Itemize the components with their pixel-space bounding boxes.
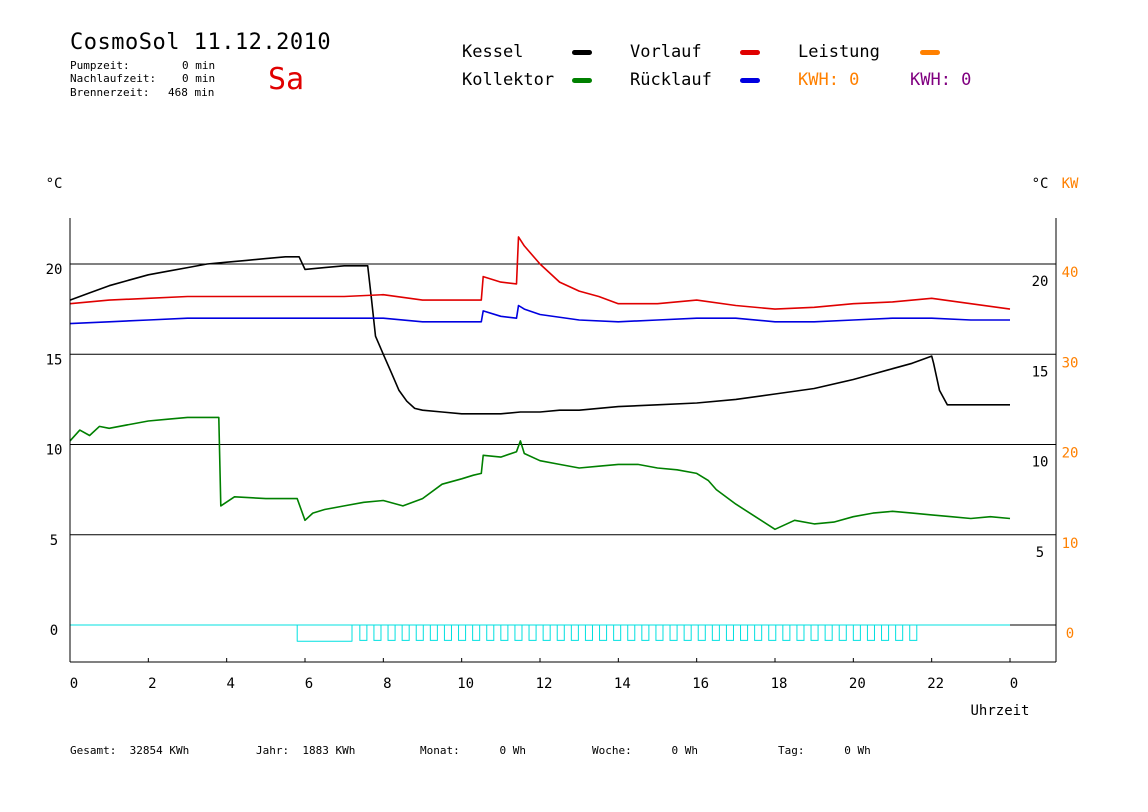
footer-woche: Woche: 0 Wh — [592, 744, 698, 757]
footer-gesamt: Gesamt: 32854 KWh — [70, 744, 190, 757]
legend-leistung-swatch — [920, 50, 940, 55]
series-kollektor-line — [69, 416, 1011, 531]
legend-kwh-purple: KWH: 0 — [910, 70, 972, 90]
y-right-tick-label: 10 — [1032, 455, 1049, 471]
axes — [69, 218, 1057, 663]
x-tick-label: 6 — [305, 676, 313, 692]
stat-brenner-value: 468 min — [168, 86, 215, 99]
x-tick-label: 14 — [614, 676, 631, 692]
tick-labels: 0 2 4 6 8 10 12 14 16 18 20 22 0 Uhrzeit 20 15 10 5 0 20 15 1… — [46, 176, 1079, 719]
y-left-unit: °C — [46, 176, 63, 192]
x-tick-label: 16 — [692, 676, 709, 692]
day-label: Sa — [268, 62, 305, 97]
y-right-tick-label: 5 — [1036, 545, 1044, 561]
series-leistung-line — [70, 624, 1010, 642]
x-tick-label: 2 — [148, 676, 156, 692]
stat-pumpzeit-value: 0 min — [182, 59, 216, 72]
x-tick-label: 0 — [1010, 676, 1018, 692]
stat-pumpzeit-label: Pumpzeit: — [70, 59, 130, 72]
y-right-tick-label: 20 — [1032, 274, 1049, 290]
legend-ruecklauf: Rücklauf — [630, 70, 712, 90]
y-right-unit: °C — [1032, 176, 1049, 192]
y-left-tick-label: 0 — [50, 623, 58, 639]
footer-monat: Monat: 0 Wh — [420, 744, 526, 757]
x-tick-label: 20 — [849, 676, 866, 692]
stat-nachlauf-label: Nachlaufzeit: — [70, 72, 157, 85]
footer-tag: Tag: 0 Wh — [778, 744, 871, 757]
y-left-tick-label: 20 — [46, 262, 63, 278]
x-tick-label: 22 — [927, 676, 944, 692]
y-left-tick-label: 5 — [50, 533, 58, 549]
app-title: CosmoSol 11.12.2010 — [70, 30, 332, 55]
x-tick-label: 12 — [536, 676, 553, 692]
legend-vorlauf: Vorlauf — [630, 42, 702, 62]
x-tick-label: 0 — [70, 676, 78, 692]
series-vorlauf-line — [69, 236, 1011, 310]
y-power-tick-label: 0 — [1066, 626, 1074, 642]
y-left-tick-label: 10 — [46, 443, 63, 459]
legend-leistung: Leistung — [798, 42, 880, 62]
x-tick-label: 18 — [771, 676, 788, 692]
legend-vorlauf-swatch — [740, 50, 760, 55]
pump-activity — [70, 624, 1010, 641]
stat-brenner-label: Brennerzeit: — [70, 86, 150, 99]
footer-jahr: Jahr: 1883 KWh — [256, 744, 356, 757]
y-power-tick-label: 10 — [1062, 536, 1079, 552]
legend-kollektor: Kollektor — [462, 70, 555, 90]
x-tick-label: 8 — [383, 676, 391, 692]
series-rcklauf-line — [69, 304, 1010, 325]
x-axis-title: Uhrzeit — [970, 703, 1029, 719]
legend-kollektor-swatch — [572, 78, 592, 83]
x-tick-label: 4 — [226, 676, 234, 692]
series-kessel-line — [69, 256, 1010, 415]
pump-pulses — [70, 624, 1010, 641]
y-left-tick-label: 15 — [46, 352, 63, 368]
x-tick-label: 10 — [457, 676, 474, 692]
legend-kessel: Kessel — [462, 42, 524, 62]
y-right-tick-label: 15 — [1032, 364, 1049, 380]
legend-ruecklauf-swatch — [740, 78, 760, 83]
y-power-tick-label: 20 — [1062, 446, 1079, 462]
y-power-unit: KW — [1062, 176, 1079, 192]
stat-nachlauf-value: 0 min — [182, 72, 216, 85]
y-power-tick-label: 40 — [1062, 265, 1079, 281]
series-lines — [69, 236, 1011, 642]
y-power-tick-label: 30 — [1062, 355, 1079, 371]
legend-kessel-swatch — [572, 50, 592, 55]
legend-kwh-orange: KWH: 0 — [798, 70, 860, 90]
